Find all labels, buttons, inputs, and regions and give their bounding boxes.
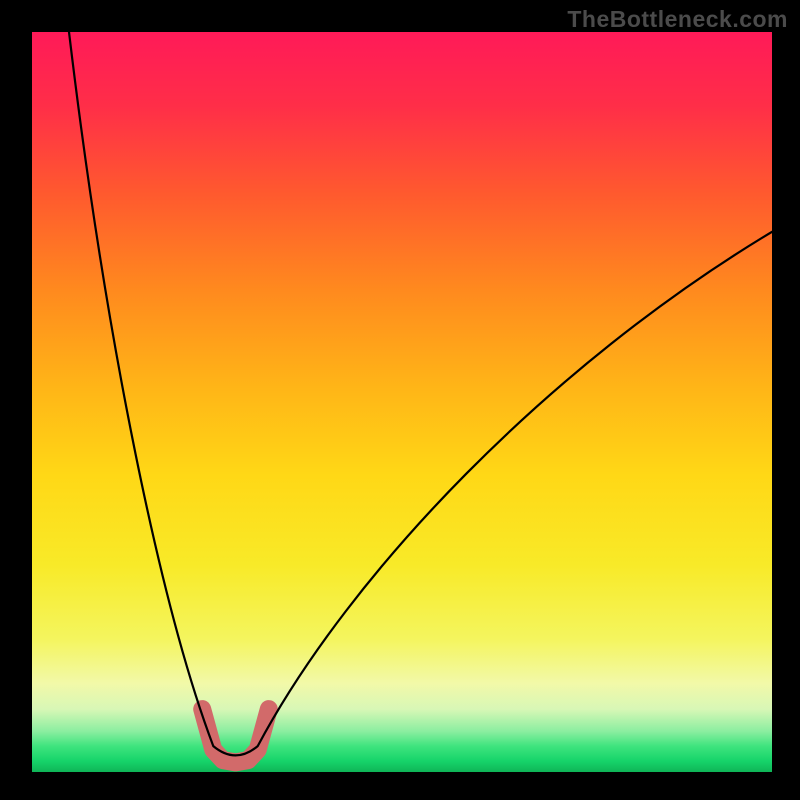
bottleneck-chart <box>32 32 772 772</box>
watermark-text: TheBottleneck.com <box>567 6 788 33</box>
plot-area <box>32 32 772 772</box>
chart-stage: TheBottleneck.com <box>0 0 800 800</box>
gradient-background <box>32 32 772 772</box>
